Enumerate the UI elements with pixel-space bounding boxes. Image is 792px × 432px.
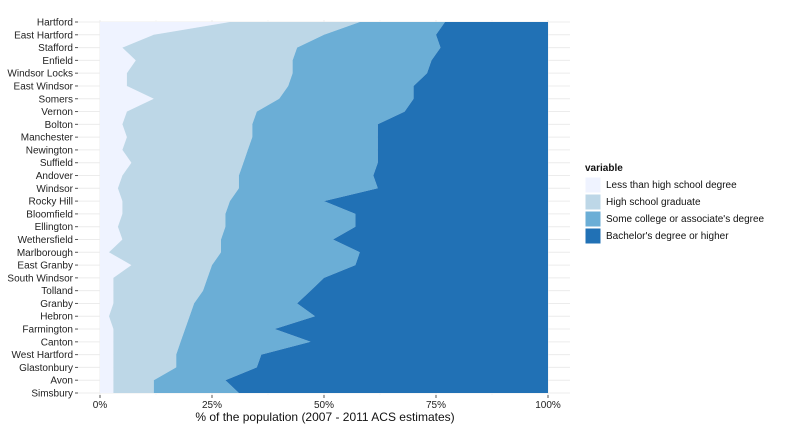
y-tick-label: Avon — [50, 376, 73, 387]
y-tick-label: Andover — [36, 171, 74, 182]
y-tick-label: Newington — [26, 145, 73, 156]
area-series-1 — [100, 22, 230, 393]
area-series-3 — [153, 22, 446, 393]
area-series-4 — [225, 22, 548, 393]
y-tick-label: Windsor Locks — [7, 69, 73, 80]
legend-label: Bachelor's degree or higher — [606, 231, 729, 242]
y-tick-label: Glastonbury — [19, 363, 73, 374]
y-tick-label: Somers — [39, 94, 73, 105]
y-tick-label: South Windsor — [7, 273, 73, 284]
legend-label: High school graduate — [606, 197, 701, 208]
y-tick-label: East Granby — [17, 261, 73, 272]
y-tick-label: Rocky Hill — [29, 197, 73, 208]
y-tick-label: Manchester — [21, 133, 74, 144]
legend-swatch — [584, 176, 602, 194]
y-tick-label: Hartford — [37, 18, 73, 29]
y-tick-label: Bloomfield — [26, 209, 73, 220]
y-tick-label: East Windsor — [14, 81, 74, 92]
legend: variable Less than high school degree Hig… — [584, 163, 765, 245]
y-tick-label: East Hartford — [14, 30, 73, 41]
y-tick-label: Stafford — [38, 43, 73, 54]
y-tick-label: Canton — [41, 337, 73, 348]
legend-swatch — [584, 227, 602, 245]
x-tick-label: 0% — [93, 400, 108, 411]
y-tick-label: Wethersfield — [18, 235, 73, 246]
x-tick-label: 75% — [426, 400, 446, 411]
y-tick-label: Hebron — [40, 312, 73, 323]
stacked-areas — [100, 22, 548, 393]
y-tick-label: Farmington — [22, 325, 73, 336]
legend-swatch — [584, 193, 602, 211]
x-tick-label: 100% — [535, 400, 561, 411]
y-tick-label: Enfield — [42, 56, 73, 67]
legend-title: variable — [585, 163, 623, 174]
y-tick-label: Marlborough — [17, 248, 73, 259]
legend-label: Less than high school degree — [606, 180, 737, 191]
y-tick-label: Windsor — [36, 184, 73, 195]
y-tick-label: Granby — [40, 299, 73, 310]
x-tick-label: 25% — [202, 400, 222, 411]
area-series-2 — [109, 22, 360, 393]
x-tick-label: 50% — [314, 400, 334, 411]
y-tick-label: Suffield — [40, 158, 73, 169]
x-axis: 0% 25% 50% 75% 100% — [93, 395, 561, 411]
x-axis-title: % of the population (2007 - 2011 ACS est… — [195, 410, 454, 424]
y-tick-label: West Hartford — [12, 350, 74, 361]
legend-label: Some college or associate's degree — [606, 214, 765, 225]
y-tick-label: Vernon — [41, 107, 73, 118]
y-tick-label: Ellington — [35, 222, 73, 233]
y-tick-label: Tolland — [41, 286, 73, 297]
y-tick-label: Simsbury — [31, 389, 73, 400]
y-tick-label: Bolton — [45, 120, 73, 131]
legend-swatch — [584, 210, 602, 228]
